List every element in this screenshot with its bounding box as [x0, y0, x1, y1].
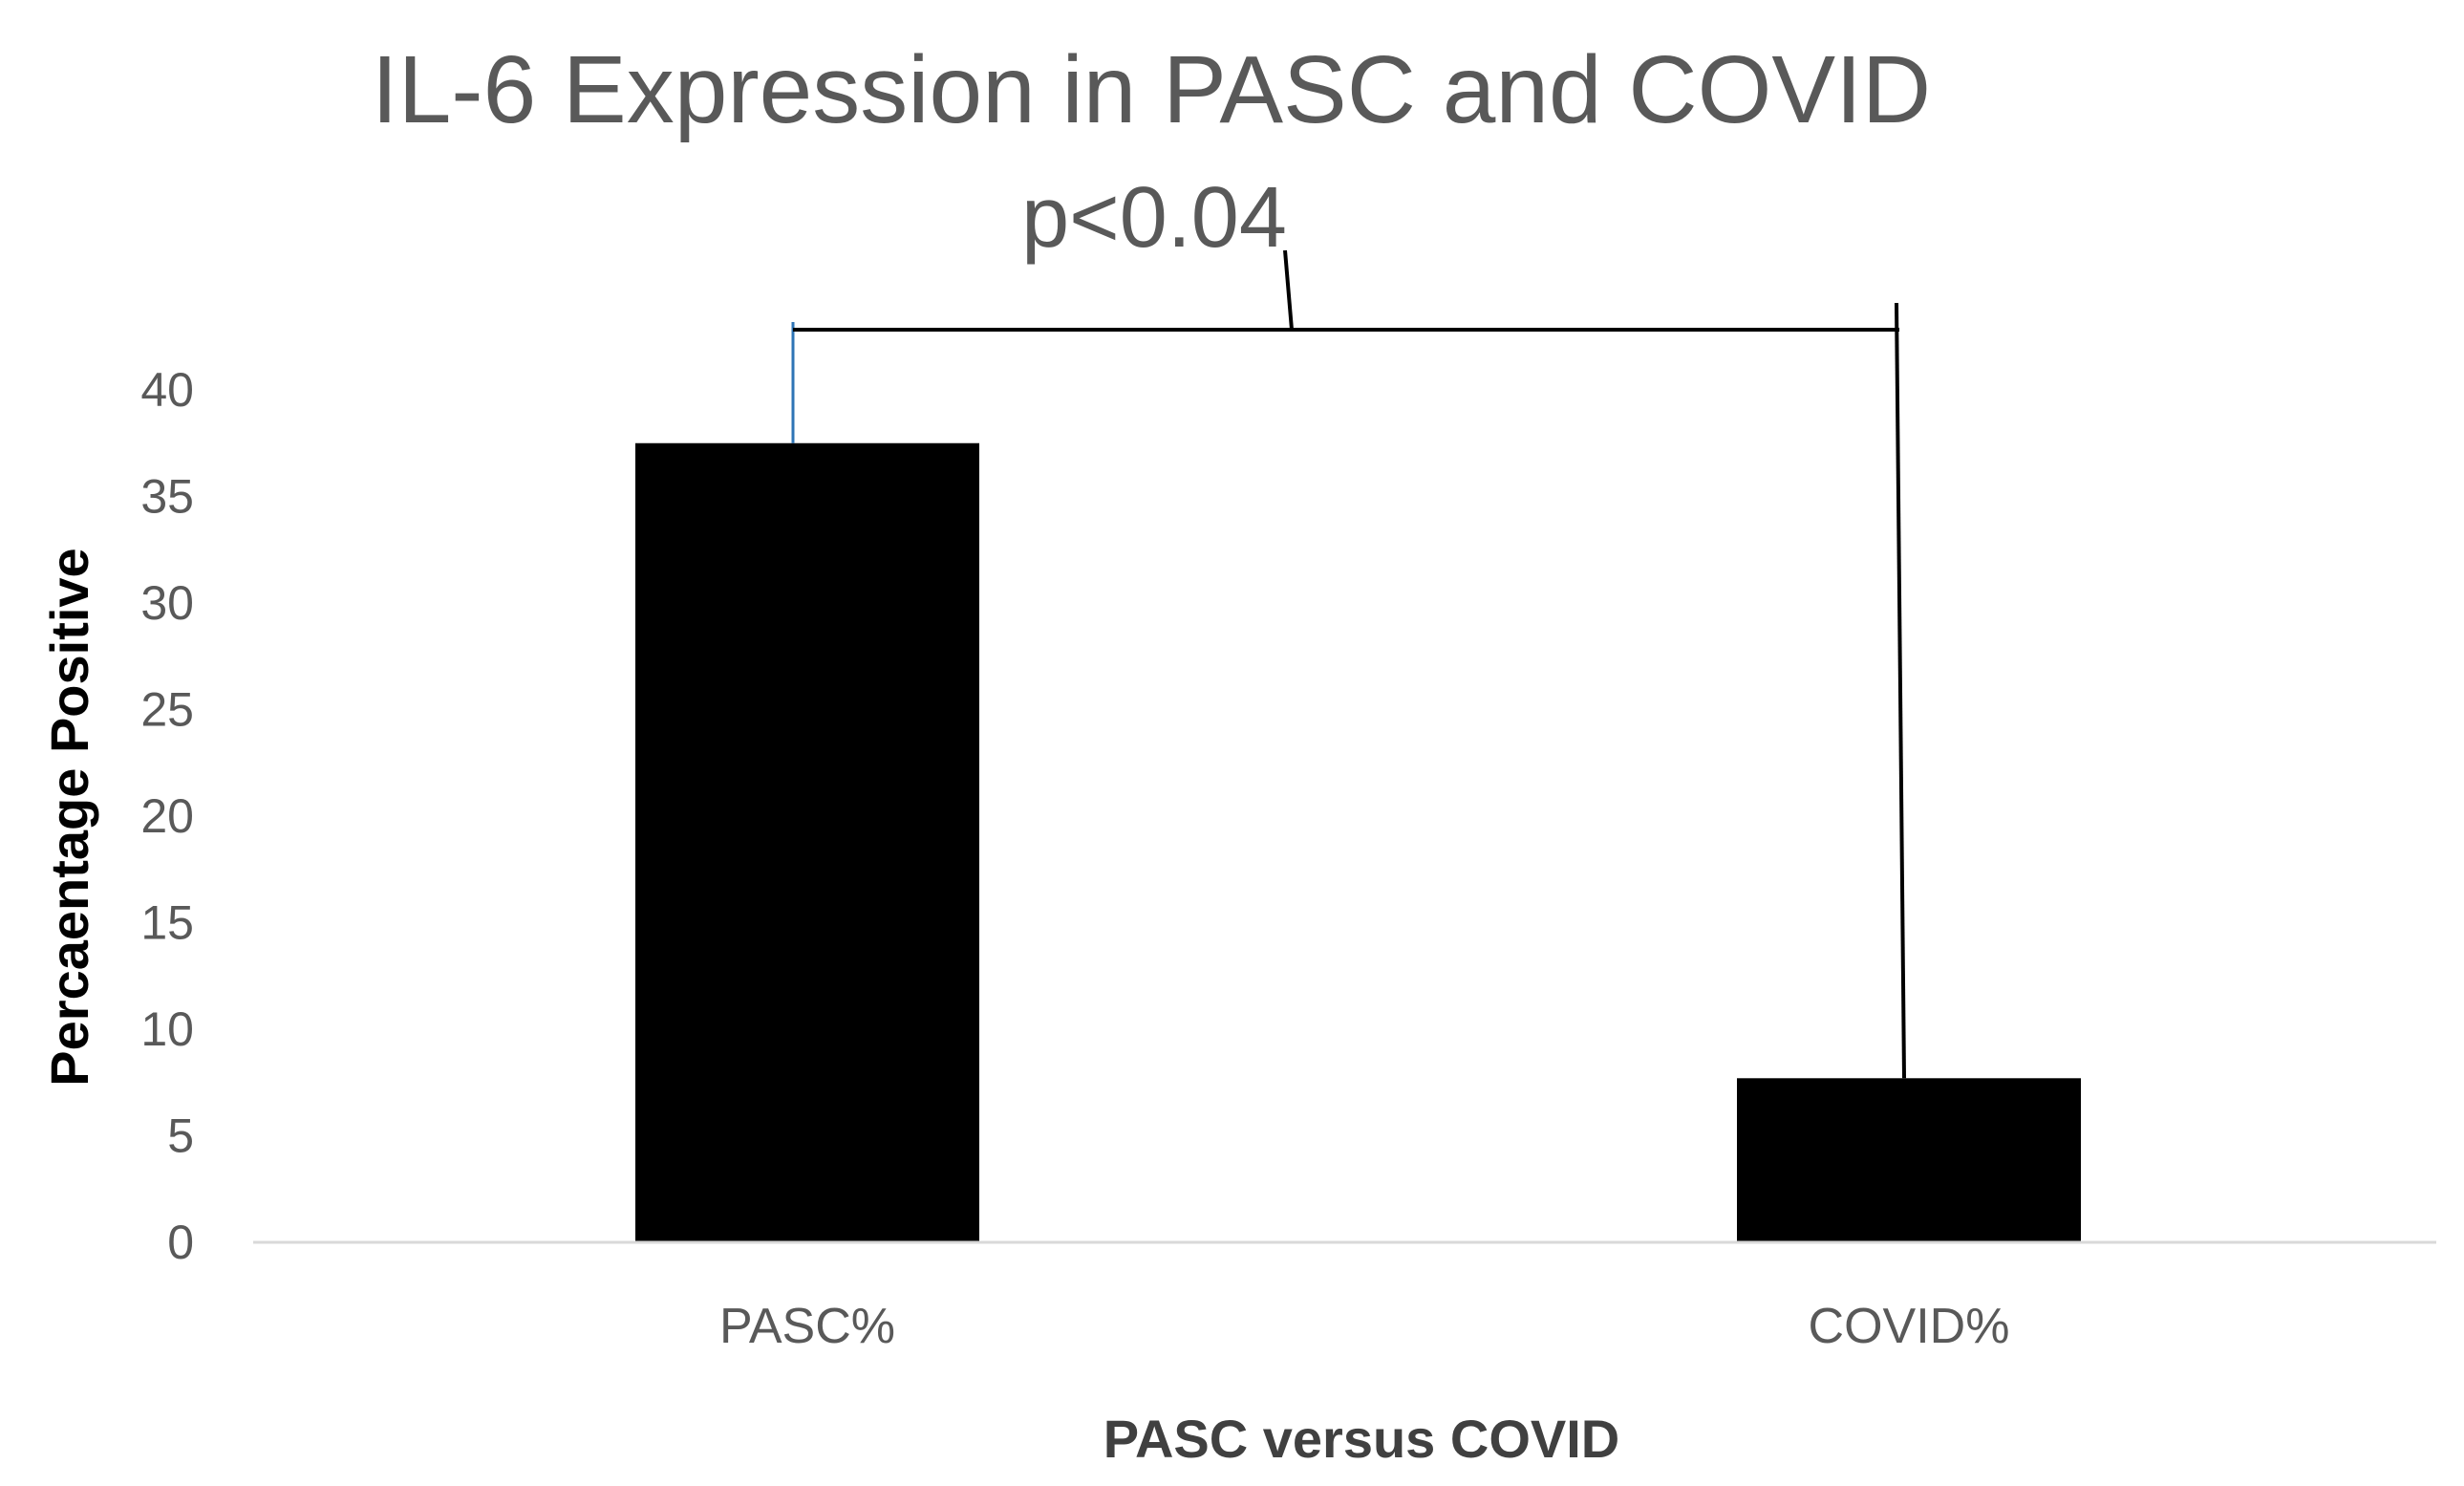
bar	[635, 442, 979, 1242]
x-tick-label: PASC%	[719, 1299, 895, 1354]
y-tick-label: 25	[140, 683, 194, 737]
y-axis-title: Percaentage Positive	[39, 548, 99, 1086]
y-tick-label: 35	[140, 470, 194, 524]
bracket-annotation-tick	[1283, 249, 1294, 331]
y-tick-label: 10	[140, 1002, 194, 1056]
y-axis-ticks: 0 5 10 15 20 25 30 35 40	[140, 363, 194, 1269]
y-tick-label: 5	[167, 1109, 194, 1163]
y-tick-label: 20	[140, 789, 194, 843]
bars	[635, 442, 2081, 1242]
bracket-right-leg	[1895, 302, 1906, 1079]
significance-bracket	[791, 249, 1906, 1079]
x-tick-label: COVID%	[1809, 1299, 2010, 1354]
x-axis-title: PASC versus COVID	[1103, 1409, 1619, 1469]
chart-title: IL-6 Expression in PASC and COVID	[372, 36, 1931, 143]
y-tick-label: 40	[140, 363, 194, 417]
y-tick-label: 0	[167, 1216, 194, 1269]
y-tick-label: 15	[140, 896, 194, 950]
significance-annotation: p<0.04	[1021, 170, 1287, 266]
x-axis-labels: PASC% COVID%	[719, 1299, 2009, 1354]
y-tick-label: 30	[140, 576, 194, 630]
bar	[1737, 1078, 2081, 1242]
